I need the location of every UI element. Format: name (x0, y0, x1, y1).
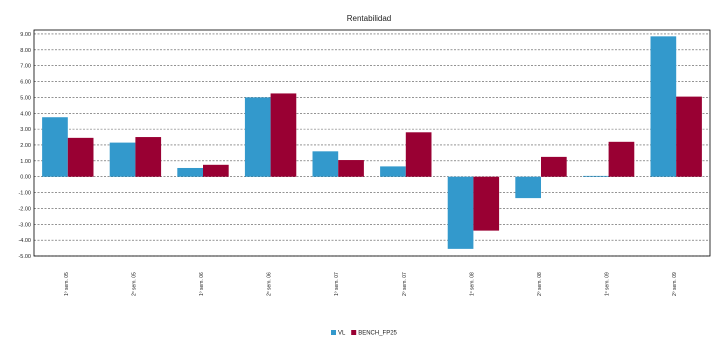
y-tick-label: 5.00 (20, 95, 31, 101)
bar-bench (67, 137, 94, 177)
bar-bench (541, 156, 567, 177)
y-tick-label: 0.00 (20, 175, 31, 181)
legend-label: VL (338, 331, 346, 337)
y-tick-label: -3.00 (18, 222, 31, 228)
bar-vl (312, 151, 339, 177)
bar-vl (109, 142, 136, 177)
bars (42, 36, 702, 249)
x-tick-label: 2º sem. 05 (131, 272, 137, 296)
bar-bench (203, 164, 229, 177)
y-tick-label: 4.00 (20, 111, 31, 117)
bar-bench (473, 176, 500, 231)
y-tick-label: -4.00 (18, 238, 31, 244)
bar-vl (42, 117, 68, 177)
x-tick-label: 1º sem. 05 (64, 272, 70, 296)
bar-vl (447, 176, 474, 249)
legend-swatch (331, 330, 336, 335)
bar-vl (244, 97, 271, 177)
legend: VL BENCH_FP25 (331, 330, 398, 337)
bar-vl (650, 36, 677, 177)
x-tick-label: 2º sem. 08 (537, 272, 543, 296)
legend-label: BENCH_FP25 (358, 331, 397, 337)
x-axis: 1º sem. 05 2º sem. 05 1º sem. 06 2º sem. 06… (64, 272, 678, 296)
bar-vl (515, 176, 541, 199)
y-tick-label: 8.00 (20, 48, 31, 54)
bar-vl (380, 166, 406, 177)
chart-title: Rentabilidad (347, 14, 391, 23)
legend-swatch (351, 330, 357, 335)
y-tick-label: -1.00 (18, 191, 31, 197)
y-tick-label: 2.00 (20, 143, 31, 149)
bar-vl (582, 175, 609, 177)
x-tick-label: 1º sem. 06 (199, 272, 205, 296)
x-tick-label: 1º sem. 07 (334, 272, 340, 296)
plot-frame (33, 29, 711, 257)
bar-vl (177, 167, 203, 177)
y-axis: 9.00 8.00 7.00 6.00 5.00 4.00 3.00 2.00 1.00 0.00… (18, 32, 31, 260)
y-tick-label: 1.00 (20, 159, 31, 165)
bar-bench (135, 137, 162, 177)
bar-bench (338, 160, 364, 177)
bar-bench (270, 93, 297, 177)
x-tick-label: 1º sem. 09 (605, 272, 611, 296)
x-tick-label: 2º sem. 09 (672, 272, 678, 296)
y-tick-label: 9.00 (20, 32, 31, 38)
x-tick-label: 2º sem. 06 (267, 272, 273, 296)
y-tick-label: 7.00 (20, 64, 31, 70)
bar-bench (405, 132, 432, 177)
y-tick-label: -5.00 (18, 254, 31, 260)
x-tick-label: 2º sem. 07 (402, 272, 408, 296)
y-tick-label: 6.00 (20, 80, 31, 86)
y-tick-label: 3.00 (20, 127, 31, 133)
bar-bench (608, 141, 635, 177)
bar-bench (676, 96, 702, 177)
x-tick-label: 1º sem. 08 (469, 272, 475, 296)
y-tick-label: -2.00 (18, 206, 31, 212)
